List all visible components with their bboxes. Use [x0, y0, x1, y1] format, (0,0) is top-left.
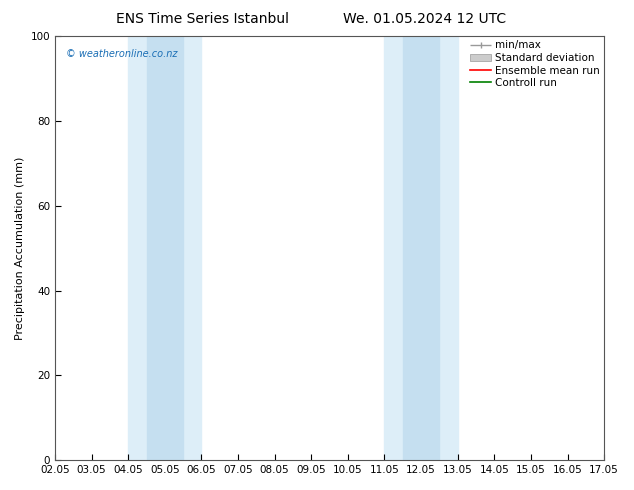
Text: ENS Time Series Istanbul: ENS Time Series Istanbul	[117, 12, 289, 26]
Text: © weatheronline.co.nz: © weatheronline.co.nz	[66, 49, 178, 59]
Text: We. 01.05.2024 12 UTC: We. 01.05.2024 12 UTC	[343, 12, 507, 26]
Bar	[403, 36, 439, 460]
Y-axis label: Precipitation Accumulation (mm): Precipitation Accumulation (mm)	[15, 156, 25, 340]
Bar	[384, 36, 458, 460]
Bar	[128, 36, 202, 460]
Legend: min/max, Standard deviation, Ensemble mean run, Controll run: min/max, Standard deviation, Ensemble me…	[468, 38, 602, 90]
Bar	[146, 36, 183, 460]
